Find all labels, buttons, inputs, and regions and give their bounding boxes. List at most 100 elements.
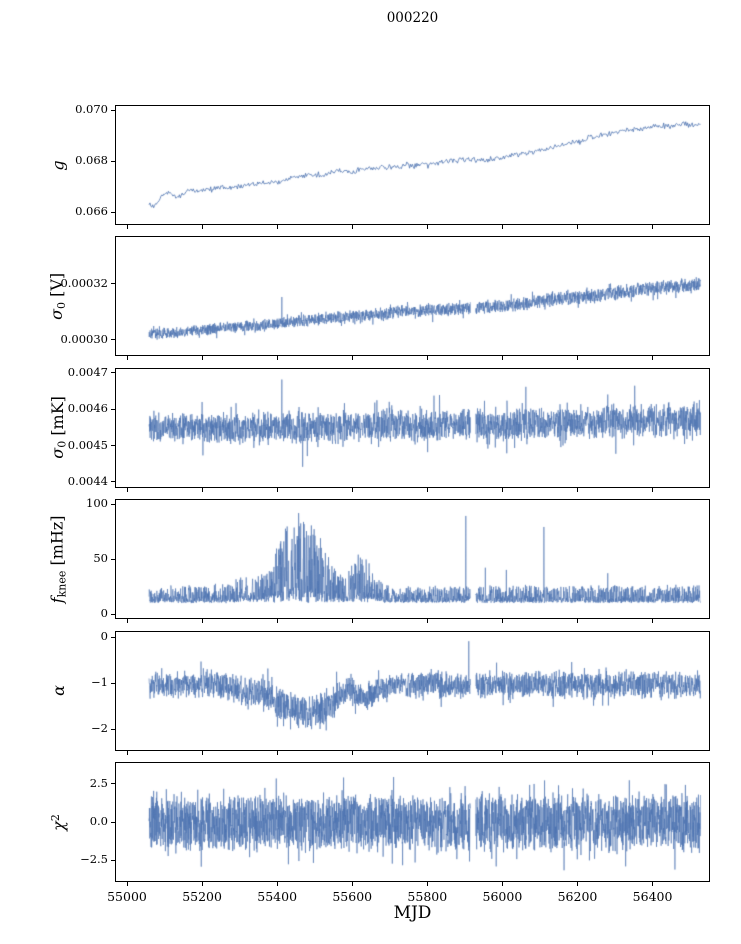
x-tick — [652, 487, 654, 492]
y-tick — [111, 503, 115, 505]
y-tick-label: 0.0 — [89, 814, 108, 828]
panel-sigma0-V — [115, 236, 710, 357]
x-tick-label: 55600 — [332, 889, 373, 904]
plot-canvas-chi2 — [116, 763, 709, 881]
x-tick — [201, 225, 203, 229]
y-tick-label: 0.066 — [75, 204, 108, 219]
x-tick — [426, 487, 428, 492]
y-tick — [111, 283, 115, 285]
y-tick-label: 100 — [86, 496, 108, 511]
x-tick — [126, 225, 128, 229]
panel-sigma0-mK — [115, 367, 710, 488]
plot-canvas-sigma0-mK — [116, 368, 709, 487]
y-tick — [111, 481, 115, 483]
x-tick — [351, 750, 353, 755]
x-tick — [576, 882, 578, 886]
y-axis-label-text: σ0 [mK] — [47, 396, 69, 460]
x-tick — [276, 619, 278, 624]
x-tick-label: 55400 — [257, 889, 298, 904]
x-tick — [652, 750, 654, 755]
x-tick — [576, 487, 578, 492]
x-tick — [351, 356, 353, 361]
y-tick — [111, 682, 115, 684]
x-tick — [426, 882, 428, 886]
x-tick-label: 56400 — [632, 889, 673, 904]
y-tick-label: −2 — [91, 721, 108, 736]
x-tick — [426, 356, 428, 361]
x-axis-label: MJD — [393, 903, 432, 923]
y-tick — [111, 372, 115, 374]
chart-title: 000220 — [386, 10, 439, 26]
x-tick — [276, 356, 278, 361]
y-tick — [111, 109, 115, 111]
x-tick — [501, 356, 503, 361]
x-tick — [501, 487, 503, 492]
y-axis-label-text: σ0 [V] — [47, 272, 69, 320]
x-tick — [501, 225, 503, 229]
x-tick — [126, 750, 128, 755]
x-tick — [652, 882, 654, 886]
x-tick — [652, 619, 654, 624]
y-axis-label-text: g — [48, 159, 68, 171]
plot-canvas-alpha — [116, 631, 709, 750]
x-tick — [351, 882, 353, 886]
y-tick — [111, 728, 115, 730]
y-tick-label: 0.0047 — [67, 364, 108, 379]
y-tick — [111, 859, 115, 861]
y-tick — [111, 783, 115, 785]
y-tick — [111, 613, 115, 615]
x-tick — [276, 225, 278, 229]
plot-canvas-sigma0-V — [116, 237, 709, 356]
x-tick — [426, 619, 428, 624]
x-tick — [501, 882, 503, 886]
y-axis-label-sigma0-V: σ0 [V] — [36, 236, 80, 356]
x-tick — [351, 225, 353, 229]
y-tick-label: 0.0045 — [67, 437, 108, 452]
y-tick-label: 2.5 — [89, 775, 108, 790]
y-tick-label: −2.5 — [80, 852, 108, 867]
y-tick — [111, 821, 115, 823]
panel-alpha — [115, 630, 710, 751]
y-axis-label-chi2: χ2 — [36, 762, 80, 882]
y-tick-label: −1 — [91, 675, 108, 690]
x-tick — [576, 356, 578, 361]
y-axis-label-alpha: α — [36, 631, 80, 751]
y-tick — [111, 636, 115, 638]
x-tick — [652, 356, 654, 361]
y-tick — [111, 160, 115, 162]
y-tick-label: 0.0046 — [67, 401, 108, 416]
x-tick — [126, 882, 128, 886]
plot-canvas-g — [116, 106, 709, 224]
x-tick — [126, 487, 128, 492]
y-tick — [111, 211, 115, 213]
panel-fknee — [115, 499, 710, 620]
y-axis-label-text: α — [48, 685, 68, 696]
y-tick-label: 0.00032 — [60, 275, 108, 290]
x-tick — [501, 619, 503, 624]
y-tick — [111, 408, 115, 410]
y-axis-label-text: χ2 — [48, 813, 68, 831]
x-tick — [201, 487, 203, 492]
panel-g — [115, 105, 710, 225]
x-tick — [351, 487, 353, 492]
y-tick — [111, 558, 115, 560]
x-tick-label: 56200 — [557, 889, 598, 904]
y-tick-label: 50 — [93, 551, 108, 566]
x-tick — [276, 750, 278, 755]
x-tick — [652, 225, 654, 229]
x-tick-label: 56000 — [482, 889, 523, 904]
plot-canvas-fknee — [116, 500, 709, 619]
x-tick — [201, 356, 203, 361]
x-tick — [126, 356, 128, 361]
y-axis-label-text: fknee [mHz] — [47, 515, 69, 604]
x-tick — [426, 225, 428, 229]
x-tick-label: 55200 — [182, 889, 222, 904]
y-axis-label-fknee: fknee [mHz] — [36, 499, 80, 619]
x-tick — [501, 750, 503, 755]
x-tick — [126, 619, 128, 624]
x-tick — [576, 225, 578, 229]
x-tick — [351, 619, 353, 624]
x-tick — [201, 882, 203, 886]
x-tick-label: 55800 — [407, 889, 448, 904]
